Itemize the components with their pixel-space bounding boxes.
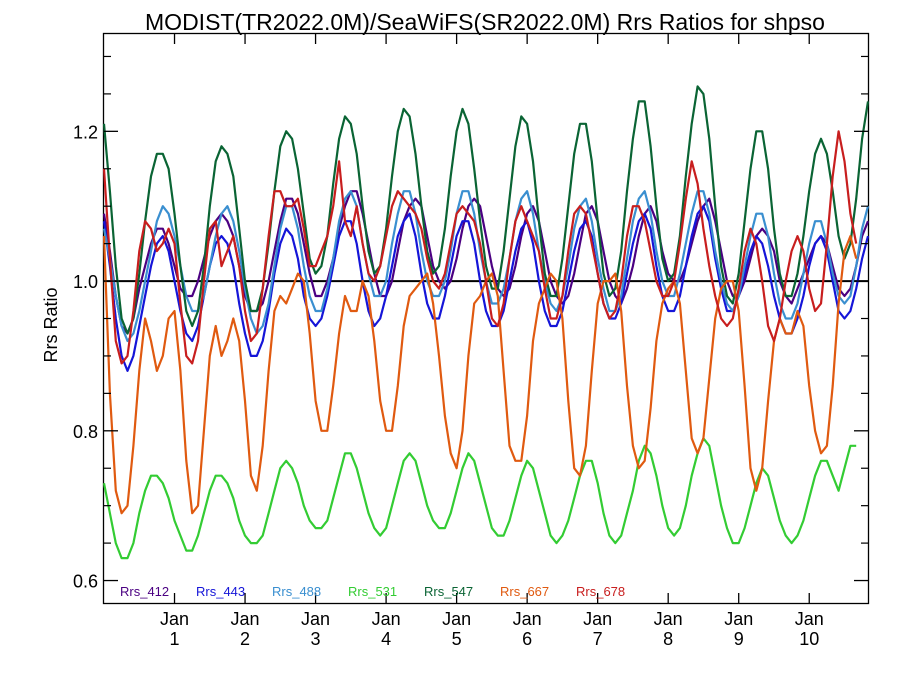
legend-label-rrs-412: Rrs_412 — [120, 584, 169, 599]
x-tick-label-month: Jan — [231, 609, 260, 629]
x-tick-label-year: 1 — [170, 629, 180, 649]
legend-label-rrs-488: Rrs_488 — [272, 584, 321, 599]
x-tick-label-month: Jan — [301, 609, 330, 629]
legend-label-rrs-667: Rrs_667 — [500, 584, 549, 599]
series-line-rrs-678 — [102, 130, 858, 365]
legend-label-rrs-531: Rrs_531 — [348, 584, 397, 599]
chart-title: MODIST(TR2022.0M)/SeaWiFS(SR2022.0M) Rrs… — [145, 9, 825, 35]
legend-label-rrs-547: Rrs_547 — [424, 584, 473, 599]
x-tick-label-month: Jan — [654, 609, 683, 629]
x-tick-label-year: 3 — [311, 629, 321, 649]
x-tick-label-month: Jan — [372, 609, 401, 629]
y-tick-label: 1.0 — [73, 272, 98, 292]
y-tick-label: 0.8 — [73, 422, 98, 442]
x-tick-label-year: 5 — [452, 629, 462, 649]
x-tick-label-year: 4 — [381, 629, 391, 649]
x-tick-label-year: 8 — [663, 629, 673, 649]
x-tick-label-year: 6 — [522, 629, 532, 649]
series-line-rrs-547 — [102, 85, 870, 335]
x-tick-label-year: 10 — [799, 629, 819, 649]
x-tick-label-month: Jan — [583, 609, 612, 629]
y-tick-label: 0.6 — [73, 572, 98, 592]
x-tick-label-month: Jan — [724, 609, 753, 629]
y-tick-label: 1.2 — [73, 122, 98, 142]
x-tick-label-month: Jan — [513, 609, 542, 629]
y-axis-label: Rrs Ratio — [41, 287, 61, 362]
x-tick-label-year: 9 — [734, 629, 744, 649]
legend-label-rrs-443: Rrs_443 — [196, 584, 245, 599]
series-line-rrs-531 — [102, 437, 857, 560]
legend-label-rrs-678: Rrs_678 — [576, 584, 625, 599]
plot-frame — [102, 32, 870, 605]
x-tick-label-month: Jan — [442, 609, 471, 629]
x-tick-label-month: Jan — [160, 609, 189, 629]
x-tick-label-year: 2 — [240, 629, 250, 649]
x-tick-label-year: 7 — [593, 629, 603, 649]
series-line-rrs-667 — [102, 235, 858, 515]
x-tick-label-month: Jan — [795, 609, 824, 629]
